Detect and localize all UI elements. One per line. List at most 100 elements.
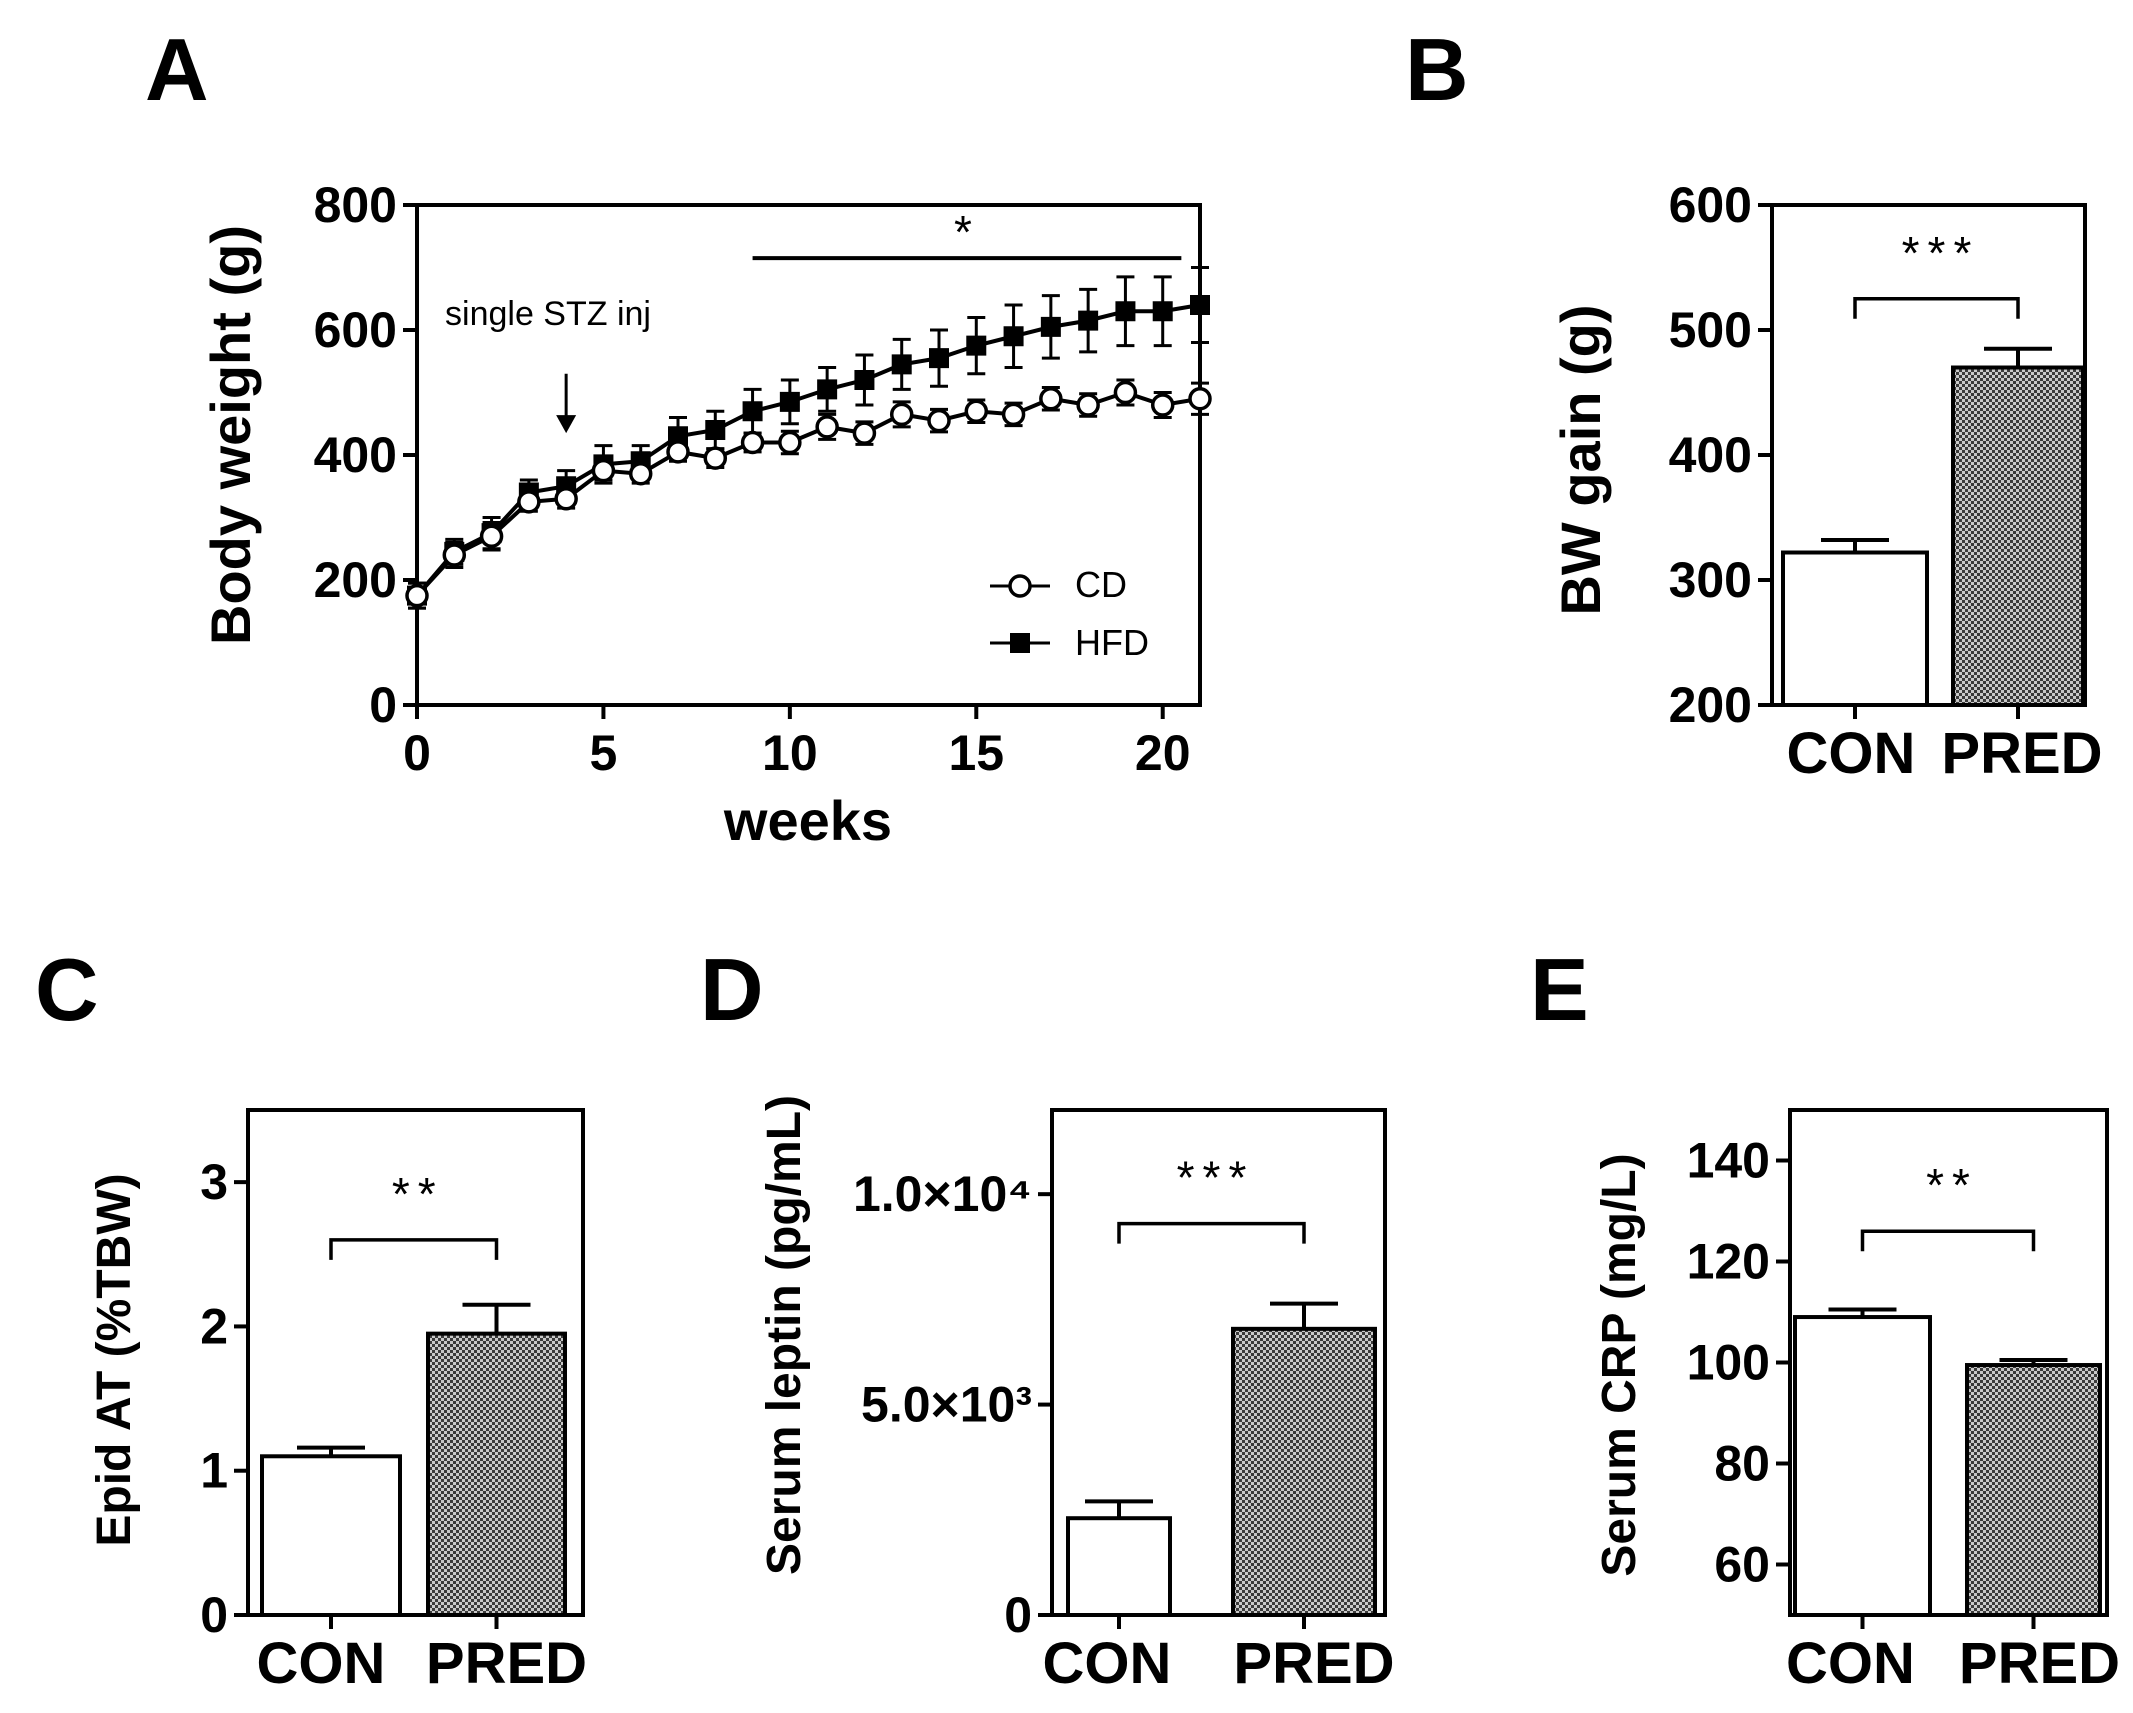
panel-a-x-tick-label: 10 bbox=[762, 725, 818, 781]
panel-d-significance-bracket bbox=[1117, 1221, 1306, 1244]
data-point-cd bbox=[1188, 387, 1212, 411]
data-point-cd bbox=[927, 408, 951, 433]
data-point-cd bbox=[628, 462, 653, 486]
panel-d-y-tick-label: 0 bbox=[1004, 1587, 1032, 1643]
panel-e-bar-con bbox=[1793, 1315, 1932, 1618]
panel-label-d: D bbox=[700, 940, 764, 1039]
panel-d-plot-frame bbox=[1050, 1108, 1387, 1617]
panel-c-chart: Epid AT (%TBW) 0 1 2 3 CON PRED ** bbox=[88, 1108, 587, 1696]
panel-c-significance-bracket bbox=[329, 1238, 499, 1260]
data-point-cd bbox=[703, 446, 728, 470]
panel-d-chart: Serum leptin (pg/mL) 0 5.0×10³ 1.0×10⁴ CON P… bbox=[758, 1095, 1395, 1696]
panel-b-bar-pred bbox=[1951, 365, 2085, 707]
data-point-cd bbox=[1039, 387, 1063, 411]
panel-e-y-axis-label: Serum CRP (mg/L) bbox=[1593, 1153, 1646, 1576]
panel-label-e: E bbox=[1530, 940, 1589, 1039]
panel-c-y-axis-label: Epid AT (%TBW) bbox=[88, 1173, 141, 1546]
panel-d-y-tick-label: 1.0×10⁴ bbox=[853, 1166, 1032, 1222]
data-point-cd bbox=[479, 524, 504, 548]
panel-e-y-tick-label: 100 bbox=[1687, 1335, 1770, 1391]
panel-b-bar-con bbox=[1781, 550, 1929, 707]
data-point-cd bbox=[852, 421, 877, 445]
data-point-hfd bbox=[1152, 301, 1173, 322]
series-line-cd bbox=[415, 390, 1201, 597]
panel-e-significance-label: ** bbox=[1926, 1159, 1978, 1211]
stz-injection-annotation: single STZ inj bbox=[445, 295, 651, 333]
panel-c-y-tick-label: 0 bbox=[200, 1587, 228, 1643]
panel-b-y-tick-label: 300 bbox=[1669, 552, 1752, 608]
data-point-cd bbox=[591, 458, 616, 483]
panel-d-category-label-con: CON bbox=[1043, 1631, 1172, 1696]
panel-e-bar-pred bbox=[1965, 1363, 2102, 1618]
data-point-hfd bbox=[854, 370, 875, 390]
panel-c-bar-con bbox=[260, 1454, 402, 1618]
panel-d-significance-label: *** bbox=[1177, 1152, 1255, 1204]
panel-label-a: A bbox=[145, 20, 209, 119]
panel-b-significance-bracket bbox=[1853, 297, 2020, 319]
panel-b-significance-label: *** bbox=[1902, 227, 1980, 279]
panel-a-x-tick-label: 20 bbox=[1135, 725, 1191, 781]
data-point-cd bbox=[517, 490, 541, 514]
panel-a-y-tick-label: 0 bbox=[369, 677, 397, 733]
panel-a-y-tick-label: 800 bbox=[314, 177, 397, 233]
panel-d-category-label-pred: PRED bbox=[1233, 1631, 1394, 1696]
panel-a-y-tick-label: 600 bbox=[314, 302, 397, 358]
panel-c-y-tick-label: 3 bbox=[200, 1154, 228, 1210]
panel-d-bar-con bbox=[1066, 1516, 1172, 1618]
data-point-cd bbox=[889, 402, 914, 427]
data-point-cd bbox=[1150, 393, 1175, 417]
data-point-hfd bbox=[742, 401, 763, 422]
data-point-cd bbox=[740, 430, 765, 455]
panel-c-plot-frame bbox=[246, 1108, 585, 1617]
panel-b-y-axis-label: BW gain (g) bbox=[1549, 304, 1612, 615]
data-point-hfd bbox=[1115, 301, 1136, 322]
data-point-hfd bbox=[1078, 310, 1099, 331]
panel-a-x-tick-label: 0 bbox=[403, 725, 431, 781]
data-point-hfd bbox=[1190, 295, 1210, 315]
data-point-cd bbox=[666, 440, 690, 464]
data-point-cd bbox=[1001, 402, 1026, 427]
panel-b-category-label-con: CON bbox=[1787, 721, 1916, 786]
data-point-hfd bbox=[779, 391, 800, 412]
panel-e-y-tick-label: 80 bbox=[1714, 1436, 1770, 1492]
data-point-cd bbox=[815, 415, 839, 439]
panel-b-chart: BW gain (g) 200 300 400 500 600 CON PRED *** bbox=[1549, 177, 2103, 786]
stz-arrow-head bbox=[556, 415, 577, 434]
panel-d-y-tick-label: 5.0×10³ bbox=[861, 1377, 1032, 1433]
panel-a-y-axis-label: Body weight (g) bbox=[199, 225, 262, 645]
panel-a-significance-label: * bbox=[954, 206, 980, 258]
data-point-hfd bbox=[705, 420, 726, 440]
data-point-cd bbox=[1076, 393, 1100, 417]
data-point-hfd bbox=[966, 335, 987, 356]
data-point-hfd bbox=[1003, 326, 1024, 347]
panel-b-y-tick-label: 200 bbox=[1669, 677, 1752, 733]
panel-label-c: C bbox=[35, 940, 99, 1039]
data-point-cd bbox=[778, 430, 802, 455]
panel-a-chart: Body weight (g) weeks single STZ inj CD … bbox=[199, 177, 1212, 852]
panel-c-y-tick-label: 1 bbox=[200, 1443, 228, 1499]
legend-marker-cd bbox=[1008, 574, 1032, 598]
panel-a-y-tick-label: 200 bbox=[314, 552, 397, 608]
panel-c-significance-label: ** bbox=[392, 1168, 444, 1220]
panel-b-y-tick-label: 600 bbox=[1669, 177, 1752, 233]
panel-e-y-tick-label: 120 bbox=[1687, 1234, 1770, 1290]
panel-e-chart: Serum CRP (mg/L) 60 80 100 120 140 CON PRED ** bbox=[1593, 1108, 2120, 1696]
panel-e-category-label-con: CON bbox=[1786, 1631, 1915, 1696]
panel-e-y-tick-label: 60 bbox=[1714, 1537, 1770, 1593]
panel-c-y-tick-label: 2 bbox=[200, 1298, 228, 1354]
panel-a-x-axis-label: weeks bbox=[723, 789, 892, 852]
panel-b-y-tick-label: 500 bbox=[1669, 302, 1752, 358]
panel-e-category-label-pred: PRED bbox=[1959, 1631, 2120, 1696]
data-point-hfd bbox=[929, 348, 949, 369]
legend-label-hfd: HFD bbox=[1075, 622, 1149, 663]
series-line-hfd bbox=[415, 303, 1201, 597]
panel-a-x-tick-label: 15 bbox=[948, 725, 1004, 781]
data-point-cd bbox=[554, 487, 578, 511]
panel-a-y-tick-label: 400 bbox=[314, 427, 397, 483]
data-point-cd bbox=[442, 543, 467, 567]
data-point-cd bbox=[405, 583, 429, 608]
panel-e-y-tick-label: 140 bbox=[1687, 1133, 1770, 1189]
panel-d-y-axis-label: Serum leptin (pg/mL) bbox=[758, 1095, 811, 1575]
data-point-hfd bbox=[817, 379, 838, 400]
